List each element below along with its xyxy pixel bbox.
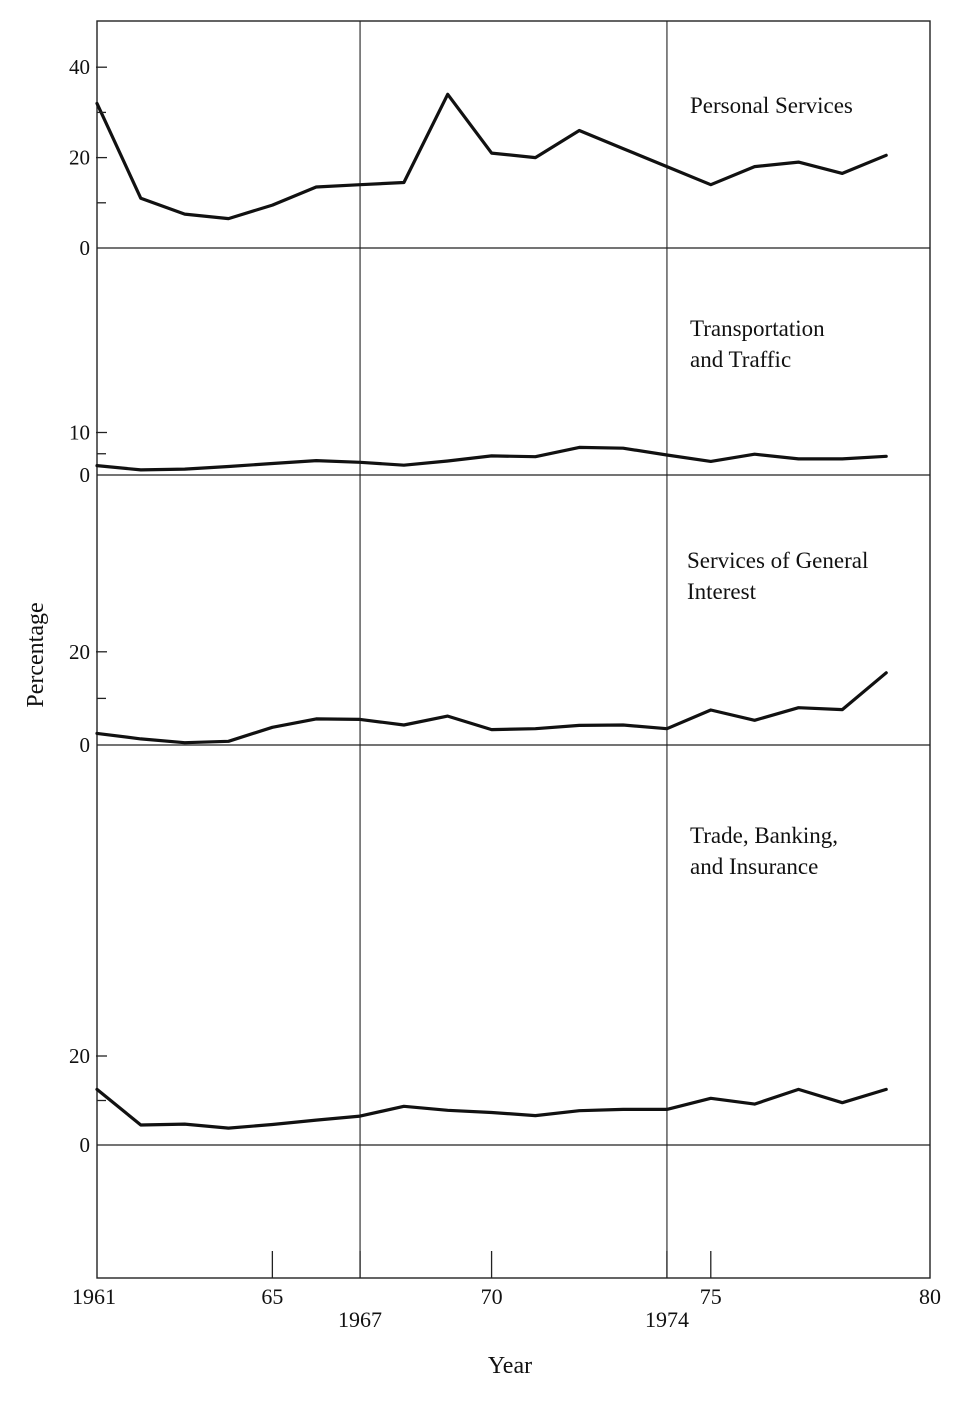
panel-label: and Traffic	[690, 347, 791, 372]
x-axis-title: Year	[488, 1353, 532, 1379]
y-tick-label: 0	[80, 236, 91, 260]
x-tick-label: 80	[919, 1284, 941, 1309]
y-tick-label: 40	[69, 55, 90, 79]
x-tick-label: 1974	[645, 1307, 689, 1332]
y-tick-label: 10	[69, 421, 90, 445]
x-tick-label: 1961	[72, 1284, 116, 1309]
y-tick-label: 20	[69, 640, 90, 664]
y-axis-title: Percentage	[23, 602, 49, 707]
plot-frame	[96, 20, 931, 1279]
y-tick-label: 0	[80, 733, 91, 757]
y-tick-label: 0	[80, 1133, 91, 1157]
series-line-1	[95, 92, 888, 221]
panel-label: Services of General	[687, 548, 868, 573]
panel-label: Interest	[687, 579, 757, 604]
x-tick-label: 75	[700, 1284, 722, 1309]
panel-label: and Insurance	[690, 854, 818, 879]
x-tick-label: 70	[481, 1284, 503, 1309]
series-line-3	[95, 671, 888, 745]
x-tick-label: 1967	[338, 1307, 382, 1332]
y-tick-label: 20	[69, 146, 90, 170]
y-tick-label: 20	[69, 1044, 90, 1068]
panel-label: Personal Services	[690, 93, 853, 118]
y-tick-label: 0	[80, 463, 91, 487]
panel-label: Transportation	[690, 316, 825, 341]
x-tick-label: 65	[261, 1284, 283, 1309]
series-line-2	[95, 445, 888, 472]
series-line-4	[95, 1087, 888, 1130]
panel-label: Trade, Banking,	[690, 823, 838, 848]
